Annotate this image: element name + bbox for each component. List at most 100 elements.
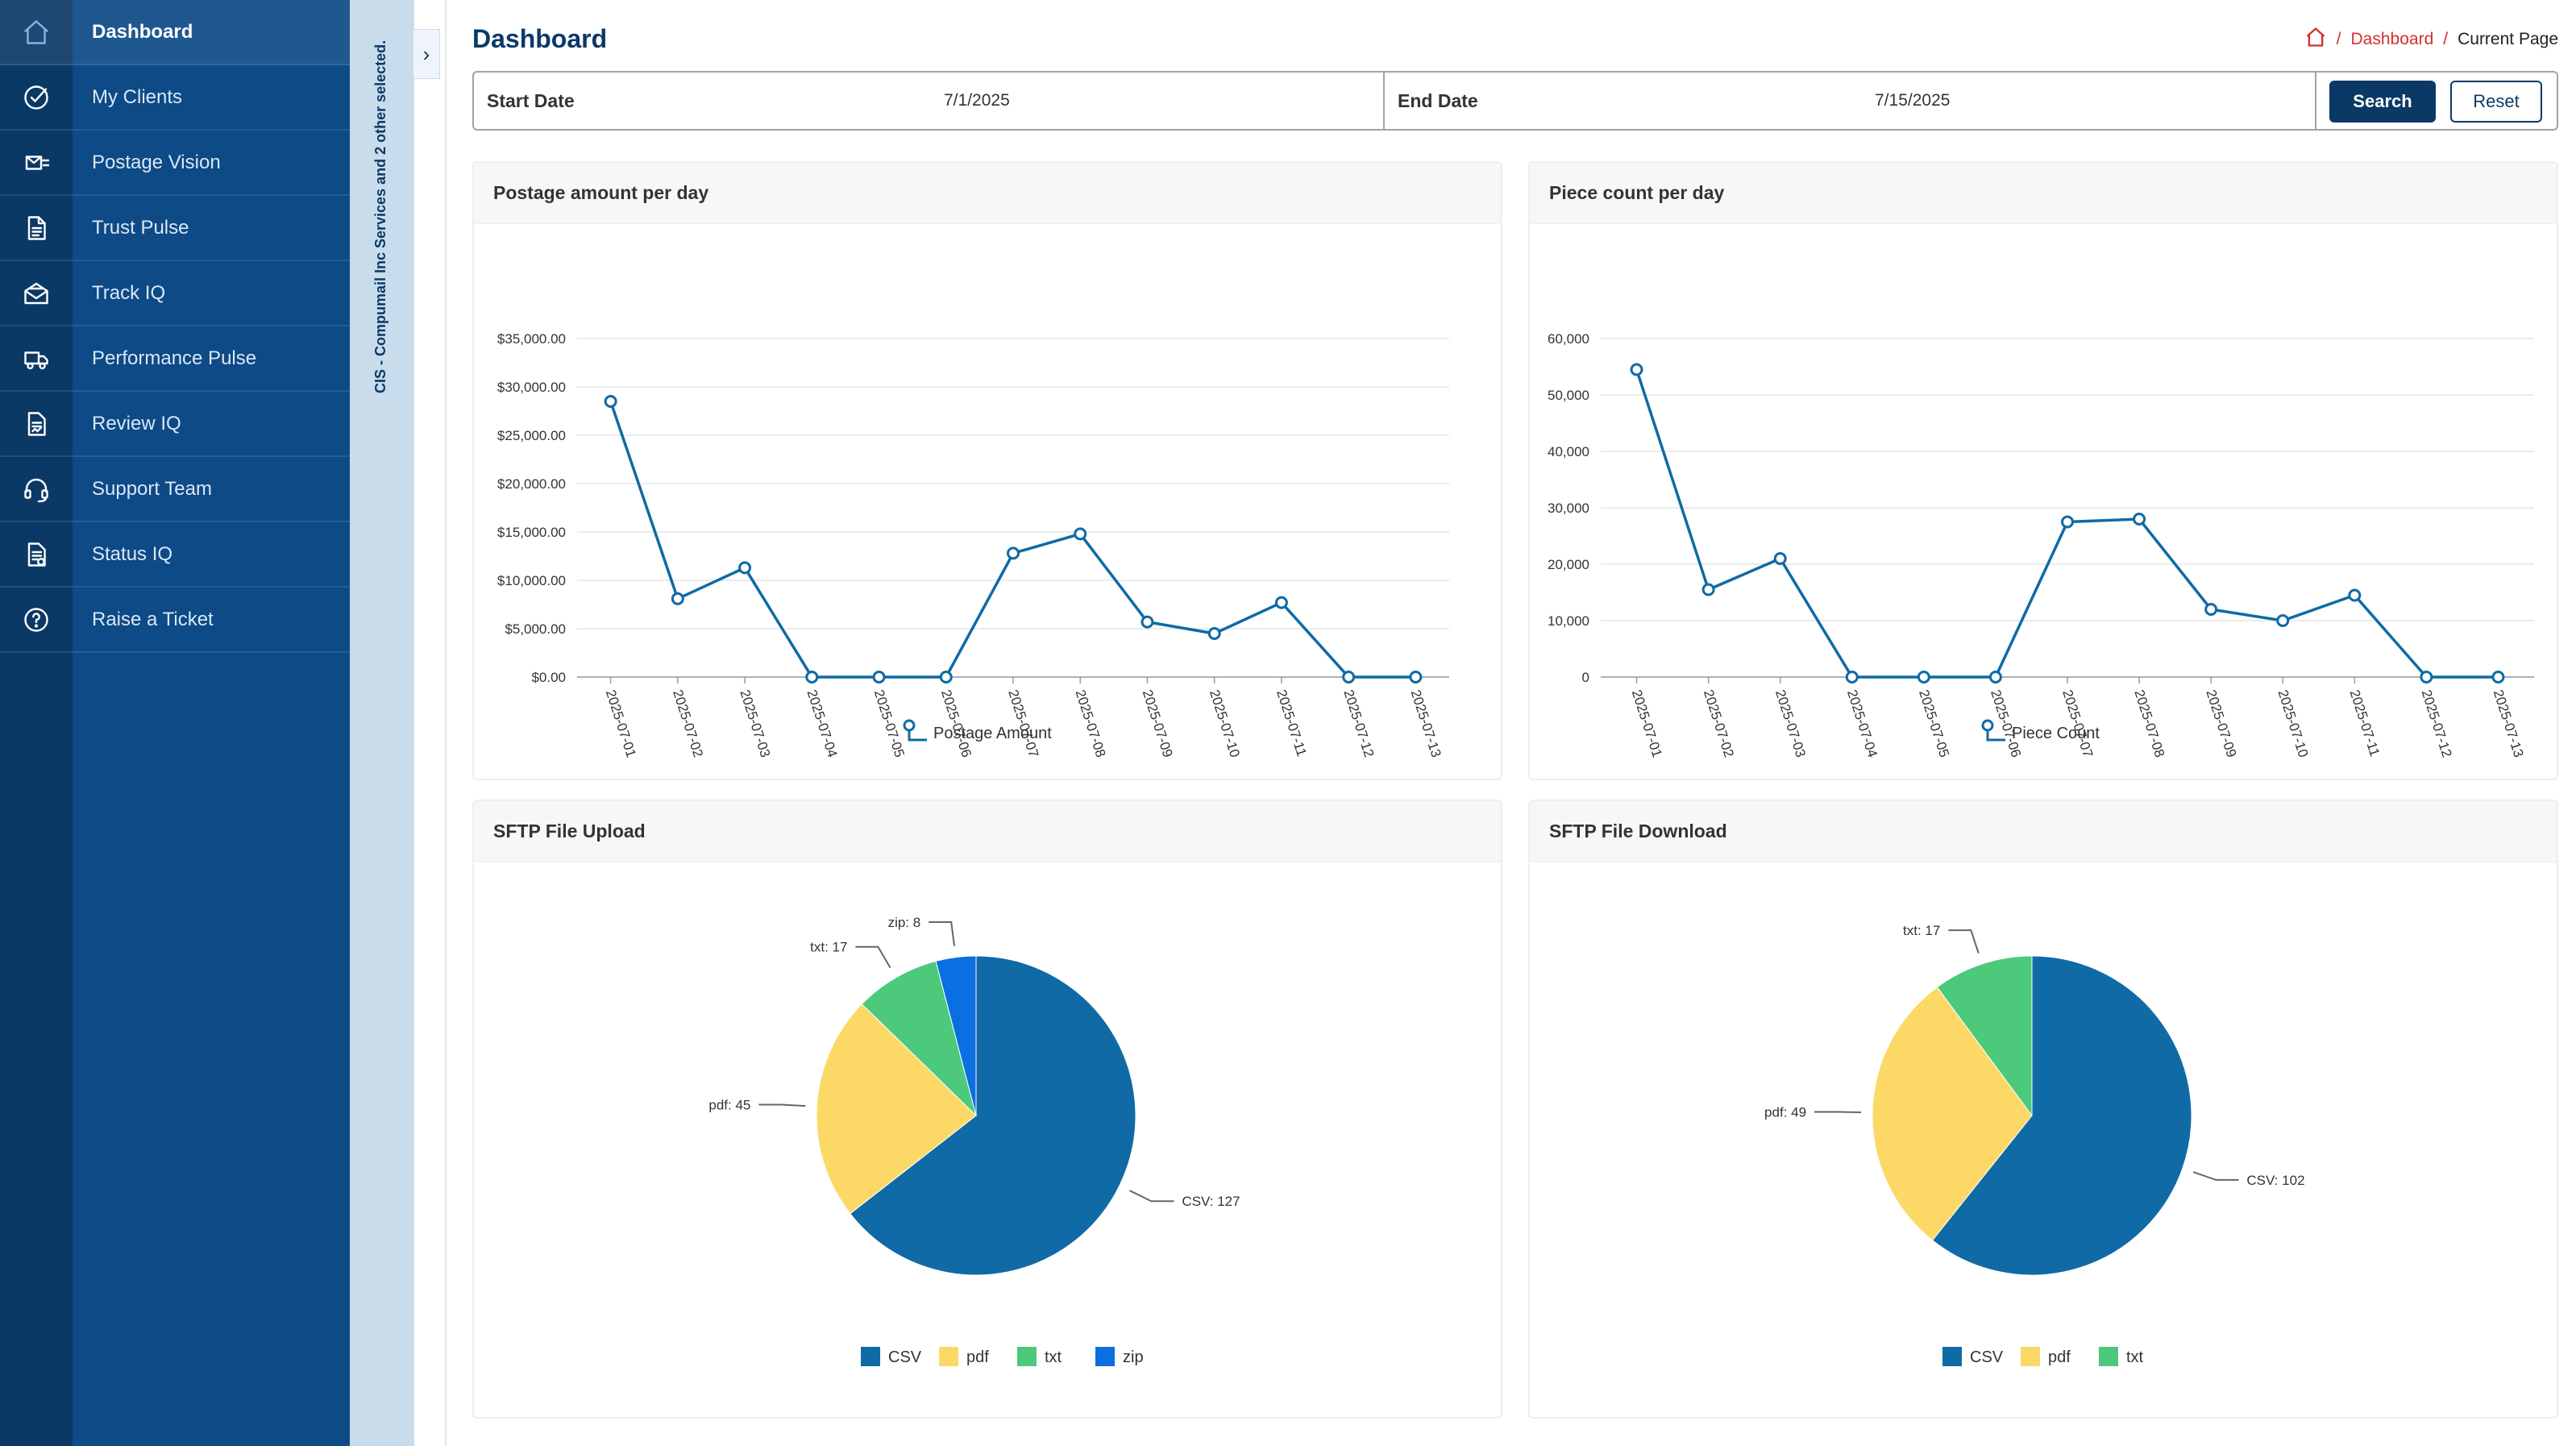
data-point[interactable] (2420, 671, 2433, 684)
collapse-toggle-button[interactable]: › (413, 29, 440, 79)
x-tick-label: 2025-07-07 (1005, 688, 1041, 759)
pie-slice-txt[interactable] (861, 960, 977, 1117)
data-point[interactable] (1274, 596, 1288, 609)
data-point[interactable] (604, 395, 617, 408)
legend[interactable]: Postage Amount (903, 719, 1052, 742)
data-point[interactable] (872, 671, 886, 684)
legend-marker (1981, 719, 1994, 732)
pie-slice-csv[interactable] (1931, 955, 2192, 1276)
sidebar-item-dashboard[interactable]: Dashboard (0, 0, 350, 65)
sftp-download-chart-card: SFTP File Download CSV: 102 pdf: 49 txt: 1… (1528, 800, 2558, 1419)
sidebar-item-label: Dashboard (92, 20, 193, 43)
client-selector-text[interactable]: CIS - Compumail Inc Services and 2 other… (372, 39, 388, 393)
x-tick-label: 2025-07-12 (1340, 688, 1377, 759)
sidebar-item-label: Support Team (92, 477, 212, 500)
legend-item-txt[interactable]: txt (1017, 1347, 1062, 1366)
card-title: SFTP File Upload (474, 801, 1501, 862)
sidebar-item-track-iq[interactable]: Track IQ (0, 261, 350, 326)
breadcrumb: / Dashboard / Current Page (2304, 26, 2558, 53)
data-point[interactable] (2348, 588, 2362, 602)
legend-item-pdf[interactable]: pdf (939, 1347, 989, 1366)
x-tick-label: 2025-07-13 (1408, 688, 1444, 759)
client-selector-strip[interactable] (350, 0, 414, 1446)
data-point[interactable] (738, 561, 752, 575)
report-icon (0, 391, 73, 456)
start-date-value[interactable]: 7/1/2025 (944, 91, 1010, 110)
start-date-label: Start Date (487, 89, 575, 111)
data-point[interactable] (1845, 671, 1859, 684)
legend[interactable]: CSV pdf txt zip (861, 1347, 1144, 1366)
y-tick-label: 30,000 (1548, 501, 1589, 516)
slice-callout-label: zip: 8 (888, 915, 921, 930)
data-point[interactable] (1074, 527, 1087, 541)
pie-slice-csv[interactable] (850, 955, 1136, 1276)
pie-slice-pdf[interactable] (816, 1003, 977, 1215)
reset-button[interactable]: Reset (2450, 81, 2542, 123)
sidebar-item-my-clients[interactable]: My Clients (0, 65, 350, 131)
status-report-icon (0, 521, 73, 587)
chevron-right-icon: › (422, 41, 430, 66)
slice-callout-label: CSV: 127 (1182, 1194, 1240, 1209)
pie-slice-txt[interactable] (1936, 955, 2033, 1117)
sidebar-item-label: My Clients (92, 85, 183, 108)
legend-swatch (1095, 1347, 1115, 1366)
data-point[interactable] (2061, 515, 2074, 529)
data-point[interactable] (1007, 546, 1020, 560)
legend-swatch (2021, 1347, 2040, 1366)
legend-item-txt[interactable]: txt (2099, 1347, 2144, 1366)
sidebar-item-label: Trust Pulse (92, 216, 189, 239)
start-date-field[interactable]: Start Date 7/1/2025 (474, 73, 1385, 129)
data-point[interactable] (2276, 614, 2290, 627)
slice-callout-label: txt: 17 (810, 940, 847, 955)
legend-item-csv[interactable]: CSV (861, 1347, 922, 1366)
data-point[interactable] (939, 671, 953, 684)
envelope-open-icon (0, 260, 73, 326)
data-point[interactable] (671, 592, 684, 605)
end-date-value[interactable]: 7/15/2025 (1875, 91, 1951, 110)
x-tick-label: 2025-07-01 (603, 688, 639, 759)
legend-item-pdf[interactable]: pdf (2021, 1347, 2071, 1366)
pie-slice-zip[interactable] (935, 955, 977, 1116)
legend[interactable]: CSV pdf txt (1942, 1347, 2144, 1366)
data-point[interactable] (1773, 552, 1787, 565)
legend-item-csv[interactable]: CSV (1942, 1347, 2004, 1366)
data-point[interactable] (1207, 627, 1221, 640)
sidebar-item-trust-pulse[interactable]: Trust Pulse (0, 196, 350, 261)
data-point[interactable] (1141, 615, 1154, 629)
end-date-field[interactable]: End Date 7/15/2025 (1385, 73, 2316, 129)
legend[interactable]: Piece Count (1981, 719, 2100, 742)
data-point[interactable] (805, 671, 819, 684)
document-icon (0, 195, 73, 260)
data-point[interactable] (1342, 671, 1356, 684)
home-icon[interactable] (2304, 26, 2327, 53)
data-point[interactable] (1409, 671, 1423, 684)
slice-callout-label: txt: 17 (1903, 923, 1940, 938)
piece-count-chart-card: Piece count per day 0 10,000 20,000 30,000 4… (1528, 161, 2558, 780)
data-point[interactable] (2491, 671, 2505, 684)
data-point[interactable] (2133, 513, 2146, 526)
breadcrumb-current: Current Page (2458, 30, 2558, 48)
slice-callout-label: pdf: 45 (708, 1097, 750, 1112)
legend-label: Postage Amount (933, 725, 1052, 742)
data-point[interactable] (1630, 363, 1643, 376)
card-title: SFTP File Download (1530, 801, 2557, 862)
data-point[interactable] (2204, 603, 2218, 616)
legend-label: pdf (2048, 1348, 2071, 1366)
sidebar-item-postage-vision[interactable]: Postage Vision (0, 131, 350, 196)
y-tick-label: 0 (1582, 670, 1589, 685)
data-point[interactable] (1701, 583, 1715, 596)
sidebar-item-performance-pulse[interactable]: Performance Pulse (0, 326, 350, 392)
sftp-upload-pie-chart: CSV: 127 pdf: 45 txt: 17 zip: 8 CSV pdf txt zip (708, 915, 1240, 1366)
data-point[interactable] (1917, 671, 1930, 684)
data-point[interactable] (1988, 671, 2002, 684)
sidebar-item-review-iq[interactable]: Review IQ (0, 392, 350, 457)
breadcrumb-link-dashboard[interactable]: Dashboard (2350, 30, 2434, 48)
x-tick-label: 2025-07-04 (1844, 688, 1880, 759)
sidebar-item-label: Raise a Ticket (92, 608, 214, 630)
pie-slice-pdf[interactable] (1872, 986, 2033, 1241)
sidebar-item-status-iq[interactable]: Status IQ (0, 522, 350, 588)
sidebar-item-support-team[interactable]: Support Team (0, 457, 350, 522)
legend-item-zip[interactable]: zip (1095, 1347, 1144, 1366)
search-button[interactable]: Search (2329, 81, 2436, 123)
sidebar-item-raise-a-ticket[interactable]: Raise a Ticket (0, 588, 350, 653)
